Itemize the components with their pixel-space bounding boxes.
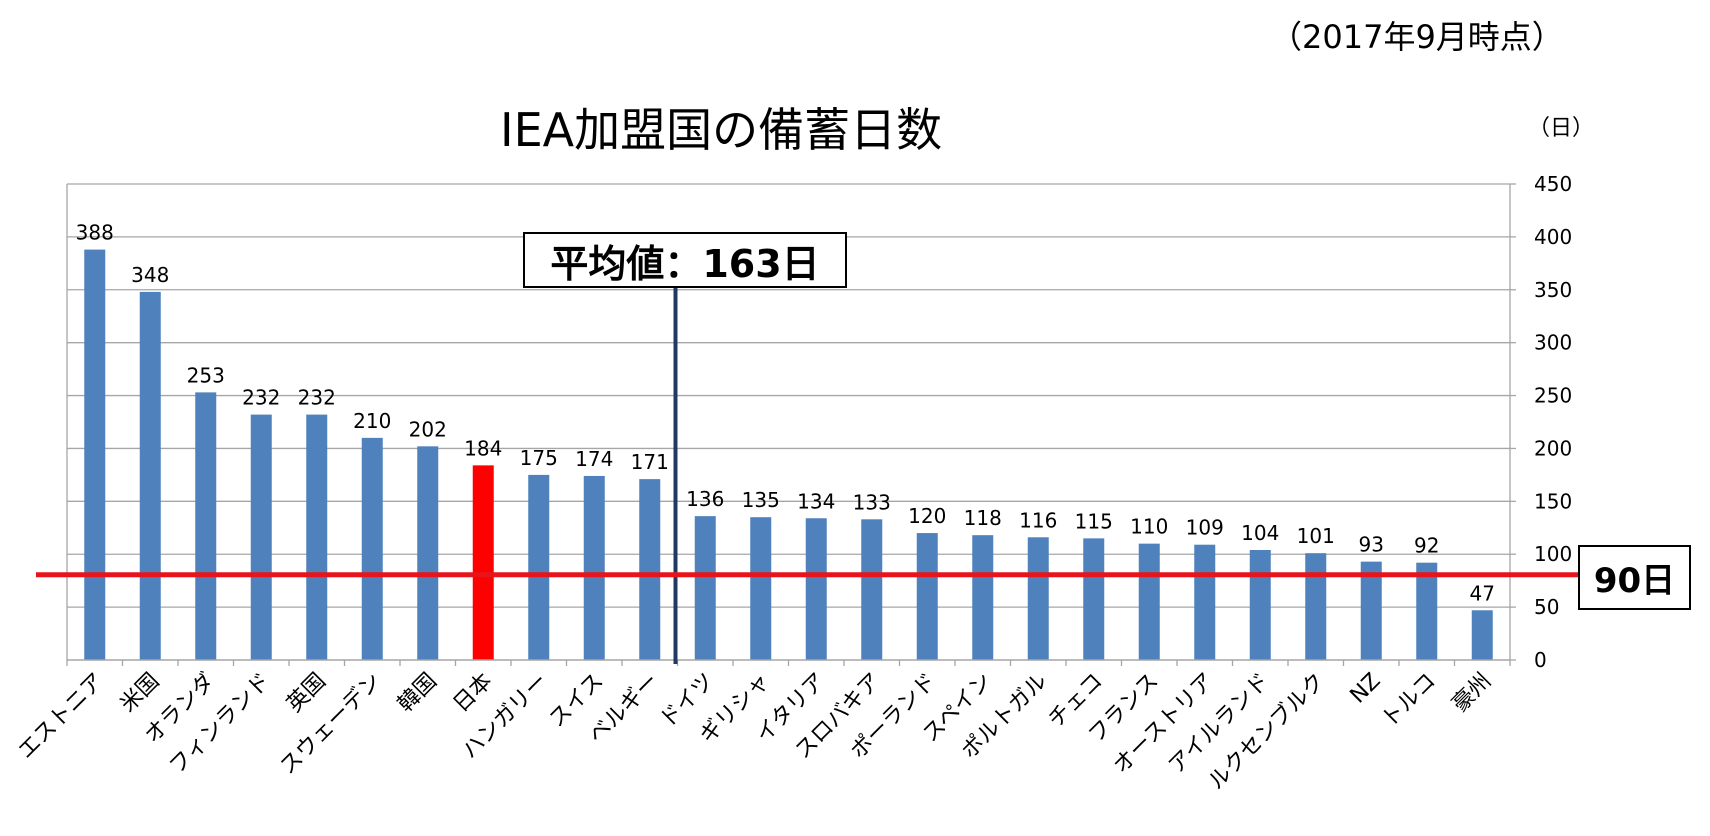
data-label: 109: [1186, 516, 1224, 540]
y-tick-label: 400: [1534, 225, 1572, 249]
y-tick-label: 350: [1534, 278, 1572, 302]
data-label: 253: [187, 363, 225, 387]
bar: [916, 533, 938, 660]
bar: [1471, 610, 1493, 660]
data-label: 232: [242, 386, 280, 410]
bar: [1138, 543, 1160, 660]
data-label: 174: [575, 447, 613, 471]
data-label: 93: [1359, 533, 1384, 557]
bar-highlight: [472, 465, 494, 660]
data-label: 232: [298, 386, 336, 410]
bar: [250, 414, 272, 660]
bar: [1249, 549, 1271, 660]
x-tick-label: 韓国: [393, 669, 442, 718]
y-tick-label: 200: [1534, 436, 1572, 460]
data-label: 202: [409, 417, 447, 441]
data-label: 120: [908, 504, 946, 528]
bar: [1360, 561, 1382, 660]
data-label: 175: [520, 446, 558, 470]
bar: [750, 517, 772, 660]
data-label: 133: [853, 490, 891, 514]
data-label: 348: [131, 263, 169, 287]
x-tick-label: 米国: [116, 669, 165, 718]
y-tick-labels: 0 50 100 150 200 250 300 350 400 450: [1534, 172, 1572, 672]
bar: [1305, 553, 1327, 660]
y-tick-label: 50: [1534, 595, 1559, 619]
reference-label-box: 90日: [1578, 545, 1691, 610]
data-labels: 388 348 253 232 232 210 202 184 175 174 171 136 135 1…: [76, 221, 1495, 606]
x-tick-label: エストニア: [14, 669, 109, 764]
x-tick-label: NZ: [1346, 669, 1386, 709]
data-label: 47: [1470, 581, 1495, 605]
x-tick-label: トルコ: [1377, 669, 1441, 733]
bars: [84, 249, 1493, 661]
data-label: 104: [1241, 521, 1279, 545]
x-tick-label: スウェーデン: [275, 669, 386, 780]
bar: [195, 392, 217, 660]
y-tick-label: 300: [1534, 331, 1572, 355]
data-label: 115: [1075, 509, 1113, 533]
data-label: 136: [686, 487, 724, 511]
bar: [361, 437, 383, 660]
bar: [861, 519, 883, 660]
x-tick-label: 英国: [282, 669, 331, 718]
data-label: 135: [742, 488, 780, 512]
chart-title: IEA加盟国の備蓄日数: [500, 103, 943, 157]
bar: [1027, 537, 1049, 660]
data-label: 116: [1019, 508, 1057, 532]
bar: [417, 446, 439, 660]
y-tick-label: 150: [1534, 489, 1572, 513]
data-label: 171: [631, 450, 669, 474]
x-tick-label: 日本: [449, 669, 498, 718]
y-tick-label: 0: [1534, 648, 1547, 672]
bar: [972, 535, 994, 660]
y-tick-label: 100: [1534, 542, 1572, 566]
data-label: 110: [1130, 515, 1168, 539]
bar: [694, 516, 716, 660]
bar: [805, 518, 827, 660]
data-label: 184: [464, 436, 502, 460]
bar: [639, 479, 661, 660]
average-label-box: 平均値：163日: [523, 232, 847, 288]
date-note: （2017年9月時点）: [1270, 18, 1564, 56]
y-tick-label: 250: [1534, 384, 1572, 408]
bar: [1194, 544, 1216, 660]
bar: [528, 474, 550, 660]
y-axis-unit: （日）: [1528, 116, 1595, 141]
x-tick-label: 豪州: [1448, 669, 1497, 718]
data-label: 134: [797, 489, 835, 513]
bar: [1416, 562, 1438, 660]
bar: [306, 414, 328, 660]
data-label: 101: [1297, 524, 1335, 548]
data-label: 92: [1414, 534, 1439, 558]
bar: [583, 475, 605, 660]
data-label: 118: [964, 506, 1002, 530]
data-label: 210: [353, 409, 391, 433]
data-label: 388: [76, 221, 114, 245]
bar: [1083, 538, 1105, 660]
bar: [84, 249, 106, 661]
y-tick-label: 450: [1534, 172, 1572, 196]
bar: [139, 291, 161, 660]
